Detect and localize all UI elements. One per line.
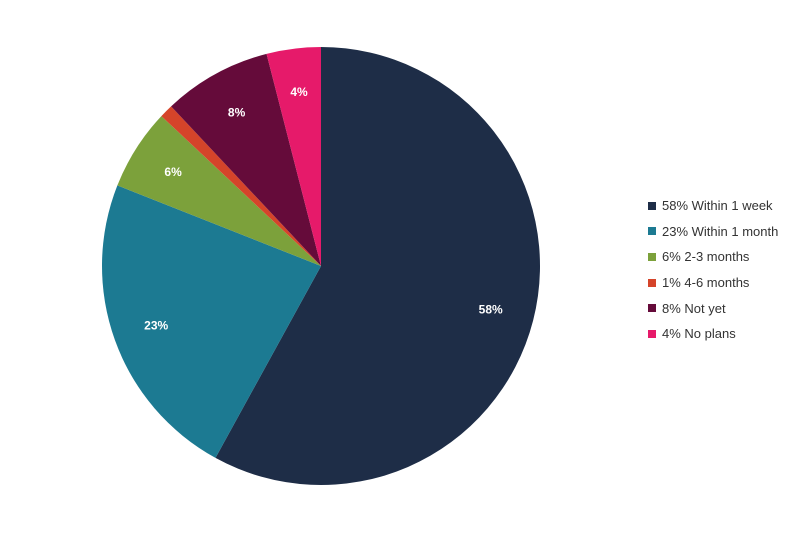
legend-label: 1% 4-6 months xyxy=(662,275,750,291)
legend-item: 23% Within 1 month xyxy=(648,219,778,245)
slice-data-label: 23% xyxy=(144,318,168,332)
legend-swatch xyxy=(648,227,656,236)
slice-data-label: 58% xyxy=(479,303,503,317)
legend-label: 4% No plans xyxy=(662,326,736,342)
pie-slice-0 xyxy=(215,47,540,485)
legend-label: 8% Not yet xyxy=(662,300,726,316)
legend-label: 23% Within 1 month xyxy=(662,223,779,239)
pie-slice-1 xyxy=(102,185,321,458)
slice-data-label: 4% xyxy=(290,85,308,99)
slice-data-label: 8% xyxy=(228,105,246,119)
slice-data-label: 6% xyxy=(164,165,182,179)
pie-slice-4 xyxy=(171,53,321,267)
legend-swatch xyxy=(648,304,656,313)
legend-swatch xyxy=(648,329,656,338)
pie-slice-3 xyxy=(161,106,321,267)
legend-swatch xyxy=(648,201,656,210)
legend-item: 58% Within 1 week xyxy=(648,193,778,219)
legend-item: 4% No plans xyxy=(648,321,778,347)
pie-slice-5 xyxy=(266,47,321,266)
legend-label: 58% Within 1 week xyxy=(662,198,773,214)
legend-swatch xyxy=(648,278,656,287)
pie-slice-2 xyxy=(117,116,321,266)
legend-swatch xyxy=(648,252,656,261)
legend-item: 1% 4-6 months xyxy=(648,270,778,296)
legend-item: 8% Not yet xyxy=(648,295,778,321)
chart-legend: 58% Within 1 week 23% Within 1 month 6% 2-… xyxy=(648,193,778,347)
legend-label: 6% 2-3 months xyxy=(662,249,750,265)
legend-item: 6% 2-3 months xyxy=(648,244,778,270)
